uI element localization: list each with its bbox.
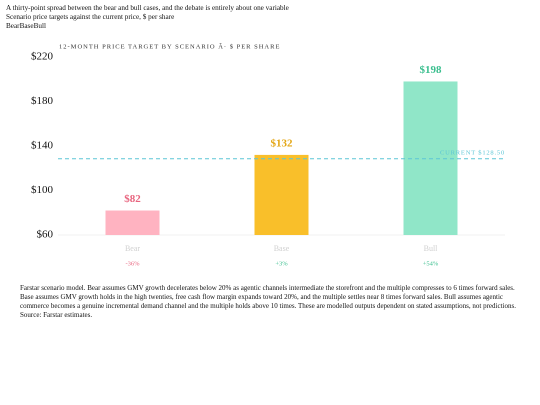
legend: BearBaseBull	[6, 22, 46, 31]
subtitle: Scenario price targets against the curre…	[6, 13, 175, 21]
y-tick-label: $60	[37, 229, 54, 241]
value-label: $132	[271, 137, 294, 149]
bar	[254, 154, 309, 235]
chart-title: 12-MONTH PRICE TARGET BY SCENARIO Â· $ P…	[59, 42, 280, 50]
change-label: +54%	[423, 260, 439, 267]
bar	[105, 210, 160, 235]
y-tick-label: $180	[31, 95, 54, 107]
x-tick-label: Bear	[125, 244, 140, 253]
chart: 12-MONTH PRICE TARGET BY SCENARIO Â· $ P…	[31, 42, 505, 267]
change-label: -36%	[125, 260, 140, 267]
legend-item: Bull	[33, 22, 46, 30]
legend-item: Base	[19, 22, 34, 30]
value-label: $82	[124, 193, 141, 205]
y-tick-label: $100	[31, 184, 54, 196]
footnote: Farstar scenario model. Bear assumes GMV…	[20, 284, 516, 319]
y-tick-label: $140	[31, 140, 54, 152]
headline: A thirty-point spread between the bear a…	[6, 4, 289, 12]
bar	[403, 81, 458, 235]
x-tick-label: Base	[274, 244, 290, 253]
x-tick-label: Bull	[424, 244, 439, 253]
y-tick-label: $220	[31, 51, 54, 63]
change-label: +3%	[275, 260, 288, 267]
value-label: $198	[420, 64, 443, 76]
reference-label: CURRENT $128.50	[440, 149, 505, 156]
legend-item: Bear	[6, 22, 20, 30]
